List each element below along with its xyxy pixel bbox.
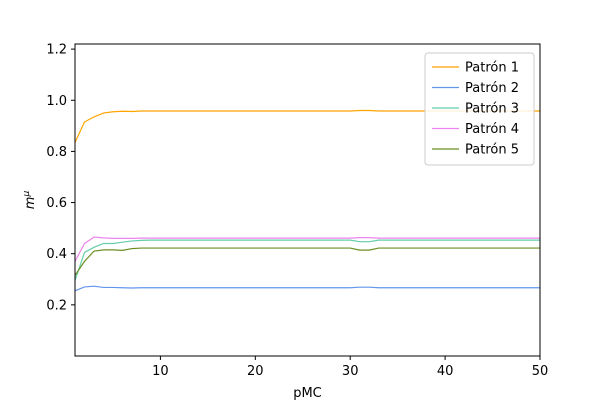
series-line-2 bbox=[74, 285, 540, 292]
y-tick-label: 1.2 bbox=[46, 43, 67, 58]
x-axis-ticks: 10 20 30 40 50 bbox=[152, 356, 548, 379]
y-axis-label-base: m bbox=[23, 197, 38, 210]
y-tick-label: 0.4 bbox=[46, 247, 67, 262]
legend: Patrón 1 Patrón 2 Patrón 3 Patrón 4 Patrón 5 bbox=[424, 52, 535, 166]
y-axis-label: mμ bbox=[22, 191, 38, 210]
x-tick-label: 50 bbox=[532, 364, 549, 379]
series-line-5 bbox=[74, 247, 540, 276]
legend-label-1: Patrón 1 bbox=[465, 61, 519, 76]
x-tick-label: 10 bbox=[152, 364, 169, 379]
legend-box bbox=[424, 52, 535, 166]
series-line-4 bbox=[74, 236, 540, 262]
plot-area bbox=[74, 43, 541, 357]
x-axis-label: pMC bbox=[293, 386, 322, 400]
legend-label-5: Patrón 5 bbox=[465, 143, 519, 158]
x-tick-label: 30 bbox=[342, 364, 359, 379]
y-tick-label: 0.6 bbox=[46, 196, 67, 211]
y-axis-label-superscript: μ bbox=[22, 191, 32, 198]
x-tick-label: 20 bbox=[247, 364, 264, 379]
series-line-3 bbox=[74, 239, 540, 281]
legend-label-4: Patrón 4 bbox=[465, 122, 519, 137]
x-tick-label: 40 bbox=[437, 364, 454, 379]
axes-frame bbox=[74, 43, 541, 357]
legend-label-2: Patrón 2 bbox=[465, 81, 519, 96]
y-tick-label: 0.2 bbox=[46, 298, 67, 313]
y-tick-label: 0.8 bbox=[46, 145, 67, 160]
y-axis-ticks: 0.2 0.4 0.6 0.8 1.0 1.2 bbox=[46, 43, 75, 313]
legend-label-3: Patrón 3 bbox=[465, 102, 519, 117]
y-tick-label: 1.0 bbox=[46, 94, 67, 109]
